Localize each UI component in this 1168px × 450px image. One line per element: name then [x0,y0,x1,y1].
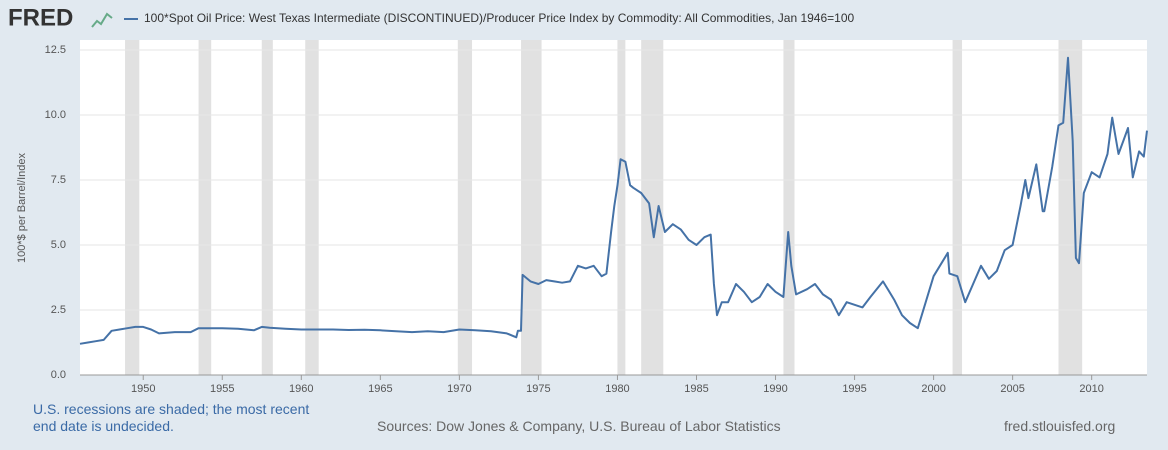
x-tick-label: 1995 [842,383,866,395]
y-tick-label: 7.5 [51,174,66,186]
y-tick-label: 0.0 [51,369,66,381]
x-tick-label: 1960 [289,383,313,395]
x-tick-label: 1985 [684,383,708,395]
x-tick-label: 1950 [131,383,155,395]
y-tick-label: 2.5 [51,304,66,316]
logo-icon [91,12,113,28]
recession-shade [521,40,542,375]
y-axis-label: 100*$ per Barrel/Index [16,152,28,263]
y-tick-label: 12.5 [45,44,66,56]
y-tick-label: 10.0 [45,109,66,121]
logo: FRED [8,4,73,31]
recession-shade [305,40,319,375]
x-tick-label: 1980 [605,383,629,395]
source: Sources: Dow Jones & Company, U.S. Burea… [377,418,781,434]
recession-shade [1058,40,1083,375]
recession-shade [783,40,795,375]
x-tick-label: 1990 [763,383,787,395]
x-tick-label: 2010 [1079,383,1103,395]
x-tick-label: 2000 [921,383,945,395]
x-tick-label: 1965 [368,383,392,395]
recession-shade [617,40,626,375]
x-tick-label: 2005 [1000,383,1024,395]
legend-label: 100*Spot Oil Price: West Texas Intermedi… [144,11,855,25]
recession-shade [641,40,664,375]
x-tick-label: 1955 [210,383,234,395]
x-tick-label: 1970 [447,383,471,395]
recession-shade [457,40,473,375]
site: fred.stlouisfed.org [1004,418,1116,434]
recession-shade [125,40,140,375]
recession-shade [952,40,963,375]
x-tick-label: 1975 [526,383,550,395]
y-tick-label: 5.0 [51,239,66,251]
recession-shade [261,40,273,375]
recession-shade [198,40,212,375]
data-line [79,56,1148,345]
note: U.S. recessions are shaded; the most rec… [33,401,310,434]
